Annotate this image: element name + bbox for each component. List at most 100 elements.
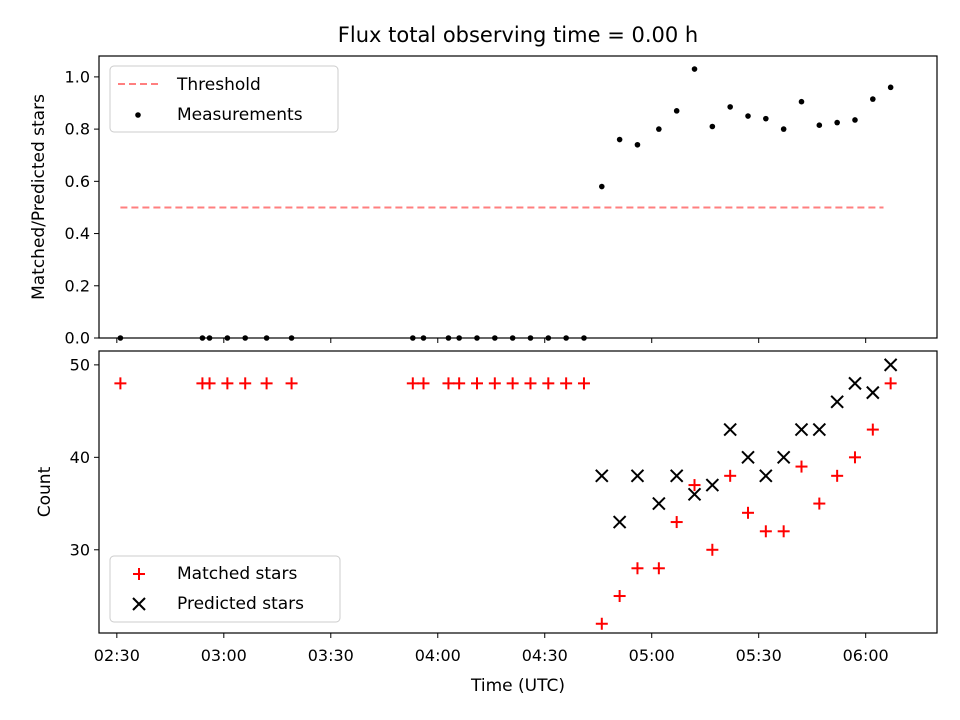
predicted-star-point-b bbox=[687, 487, 702, 502]
predicted-star-point bbox=[883, 358, 898, 372]
measurement-point bbox=[656, 126, 662, 132]
predicted-star-point bbox=[705, 478, 720, 492]
bottom-xtick-label: 03:30 bbox=[308, 646, 354, 665]
legend-predicted-swatch-b bbox=[132, 597, 146, 611]
measurement-point bbox=[616, 136, 623, 143]
bottom-ytick-label: 50 bbox=[70, 355, 90, 374]
predicted-star-point-b bbox=[794, 422, 809, 437]
bottom-legend-frame bbox=[109, 555, 341, 623]
top-ytick-label: 0.0 bbox=[65, 329, 90, 348]
bottom-y-ticks: 30 40 50 bbox=[70, 355, 99, 559]
matched-star-point bbox=[595, 617, 608, 630]
bottom-xtick-label: 04:30 bbox=[522, 646, 568, 665]
matched-star-point bbox=[417, 377, 430, 390]
measurement-point bbox=[634, 141, 641, 148]
predicted-star-point-b bbox=[759, 469, 773, 483]
bottom-xtick-label: 02:30 bbox=[94, 646, 140, 665]
matched-star-point bbox=[706, 543, 719, 556]
predicted-star-point-b bbox=[723, 422, 737, 437]
measurement-point bbox=[834, 119, 840, 126]
bottom-xtick-label: 04:00 bbox=[415, 646, 461, 665]
legend-predicted-swatch bbox=[132, 597, 146, 611]
top-y-ticks: 0.0 0.2 0.4 0.6 0.8 1.0 bbox=[65, 67, 99, 348]
measurement-point bbox=[599, 183, 605, 190]
top-ytick-label: 0.8 bbox=[65, 120, 90, 139]
legend-predicted-label: Predicted stars bbox=[177, 594, 304, 614]
matched-star-point bbox=[670, 516, 683, 529]
matched-star-point bbox=[285, 377, 298, 390]
predicted-star-point bbox=[866, 385, 880, 400]
bottom-ytick-label: 30 bbox=[70, 540, 90, 559]
matched-star-point bbox=[239, 377, 252, 390]
measurement-point bbox=[887, 84, 894, 91]
matched-star-point bbox=[560, 377, 573, 390]
matched-star-point bbox=[203, 377, 216, 390]
matched-star-point bbox=[506, 377, 519, 390]
legend-threshold-label: Threshold bbox=[176, 75, 261, 95]
predicted-star-point-b bbox=[595, 469, 609, 483]
top-panel: 0.0 0.2 0.4 0.6 0.8 1.0 Matched/Predicted sta… bbox=[29, 55, 938, 348]
top-ytick-label: 0.2 bbox=[65, 276, 90, 295]
legend-measurements-label: Measurements bbox=[177, 105, 303, 125]
matched-star-point bbox=[406, 377, 419, 390]
predicted-star-point bbox=[595, 469, 609, 483]
matched-star-point bbox=[777, 525, 790, 538]
matched-star-point bbox=[577, 377, 590, 390]
measurement-point bbox=[763, 115, 769, 122]
matched-star-point bbox=[759, 525, 772, 538]
predicted-star-point-b bbox=[812, 422, 827, 437]
legend-measurements-swatch bbox=[135, 112, 141, 118]
measurement-point bbox=[816, 122, 823, 128]
bottom-y-axis-label: Count bbox=[35, 466, 55, 517]
predicted-star-point bbox=[741, 450, 755, 465]
bottom-xtick-label: 05:00 bbox=[629, 646, 675, 665]
measurement-point bbox=[852, 117, 858, 123]
matched-star-point bbox=[488, 377, 501, 390]
matched-star-point bbox=[260, 377, 273, 390]
bottom-panel: 30 40 50 02:30 03:00 03:30 04:00 04:30 05:00 05:… bbox=[35, 350, 938, 696]
top-ytick-label: 0.4 bbox=[65, 224, 90, 243]
matched-star-point bbox=[453, 377, 466, 390]
predicted-star-point-b bbox=[652, 496, 666, 511]
predicted-star-point bbox=[830, 395, 844, 409]
predicted-star-point bbox=[669, 469, 684, 483]
bottom-xtick-label: 03:00 bbox=[201, 646, 247, 665]
predicted-star-point-b bbox=[669, 469, 684, 483]
matched-star-point bbox=[831, 469, 844, 482]
predicted-star-point-b bbox=[848, 376, 862, 391]
bottom-xtick-label: 06:00 bbox=[843, 646, 889, 665]
predicted-star-point bbox=[794, 422, 809, 437]
matched-star-point bbox=[813, 497, 826, 510]
predicted-star-point-b bbox=[612, 515, 627, 529]
matched-star-point bbox=[795, 460, 808, 473]
predicted-star-point bbox=[759, 469, 773, 483]
matched-star-point bbox=[613, 590, 626, 603]
top-ytick-label: 0.6 bbox=[65, 172, 90, 191]
legend-matched-swatch bbox=[133, 568, 145, 580]
matched-star-point bbox=[742, 506, 755, 519]
predicted-star-point bbox=[630, 469, 645, 483]
measurement-point bbox=[691, 66, 698, 72]
top-x-ticks bbox=[116, 338, 867, 343]
measurement-point bbox=[745, 113, 751, 119]
predicted-star-point-b bbox=[866, 385, 880, 400]
measurement-point bbox=[798, 98, 805, 105]
matched-star-point bbox=[652, 562, 665, 575]
bottom-data-layer bbox=[114, 358, 898, 630]
matched-star-point bbox=[470, 377, 483, 390]
predicted-star-point bbox=[848, 376, 862, 391]
predicted-star-point-b bbox=[741, 450, 755, 465]
matched-star-point bbox=[524, 377, 537, 390]
bottom-x-ticks: 02:30 03:00 03:30 04:00 04:30 05:00 05:30 06:00 bbox=[94, 633, 889, 665]
bottom-ytick-label: 40 bbox=[70, 448, 90, 467]
matched-star-point bbox=[688, 479, 701, 492]
bottom-legend: Matched stars Predicted stars bbox=[109, 555, 341, 623]
measurement-point bbox=[727, 104, 733, 110]
top-y-axis-label: Matched/Predicted stars bbox=[29, 94, 49, 300]
predicted-star-point-b bbox=[883, 358, 898, 372]
top-legend-frame bbox=[109, 65, 339, 133]
matched-star-point bbox=[848, 451, 861, 464]
top-legend: Threshold Measurements bbox=[109, 65, 339, 133]
predicted-star-point bbox=[812, 422, 827, 437]
bottom-axes-frame bbox=[98, 350, 938, 634]
